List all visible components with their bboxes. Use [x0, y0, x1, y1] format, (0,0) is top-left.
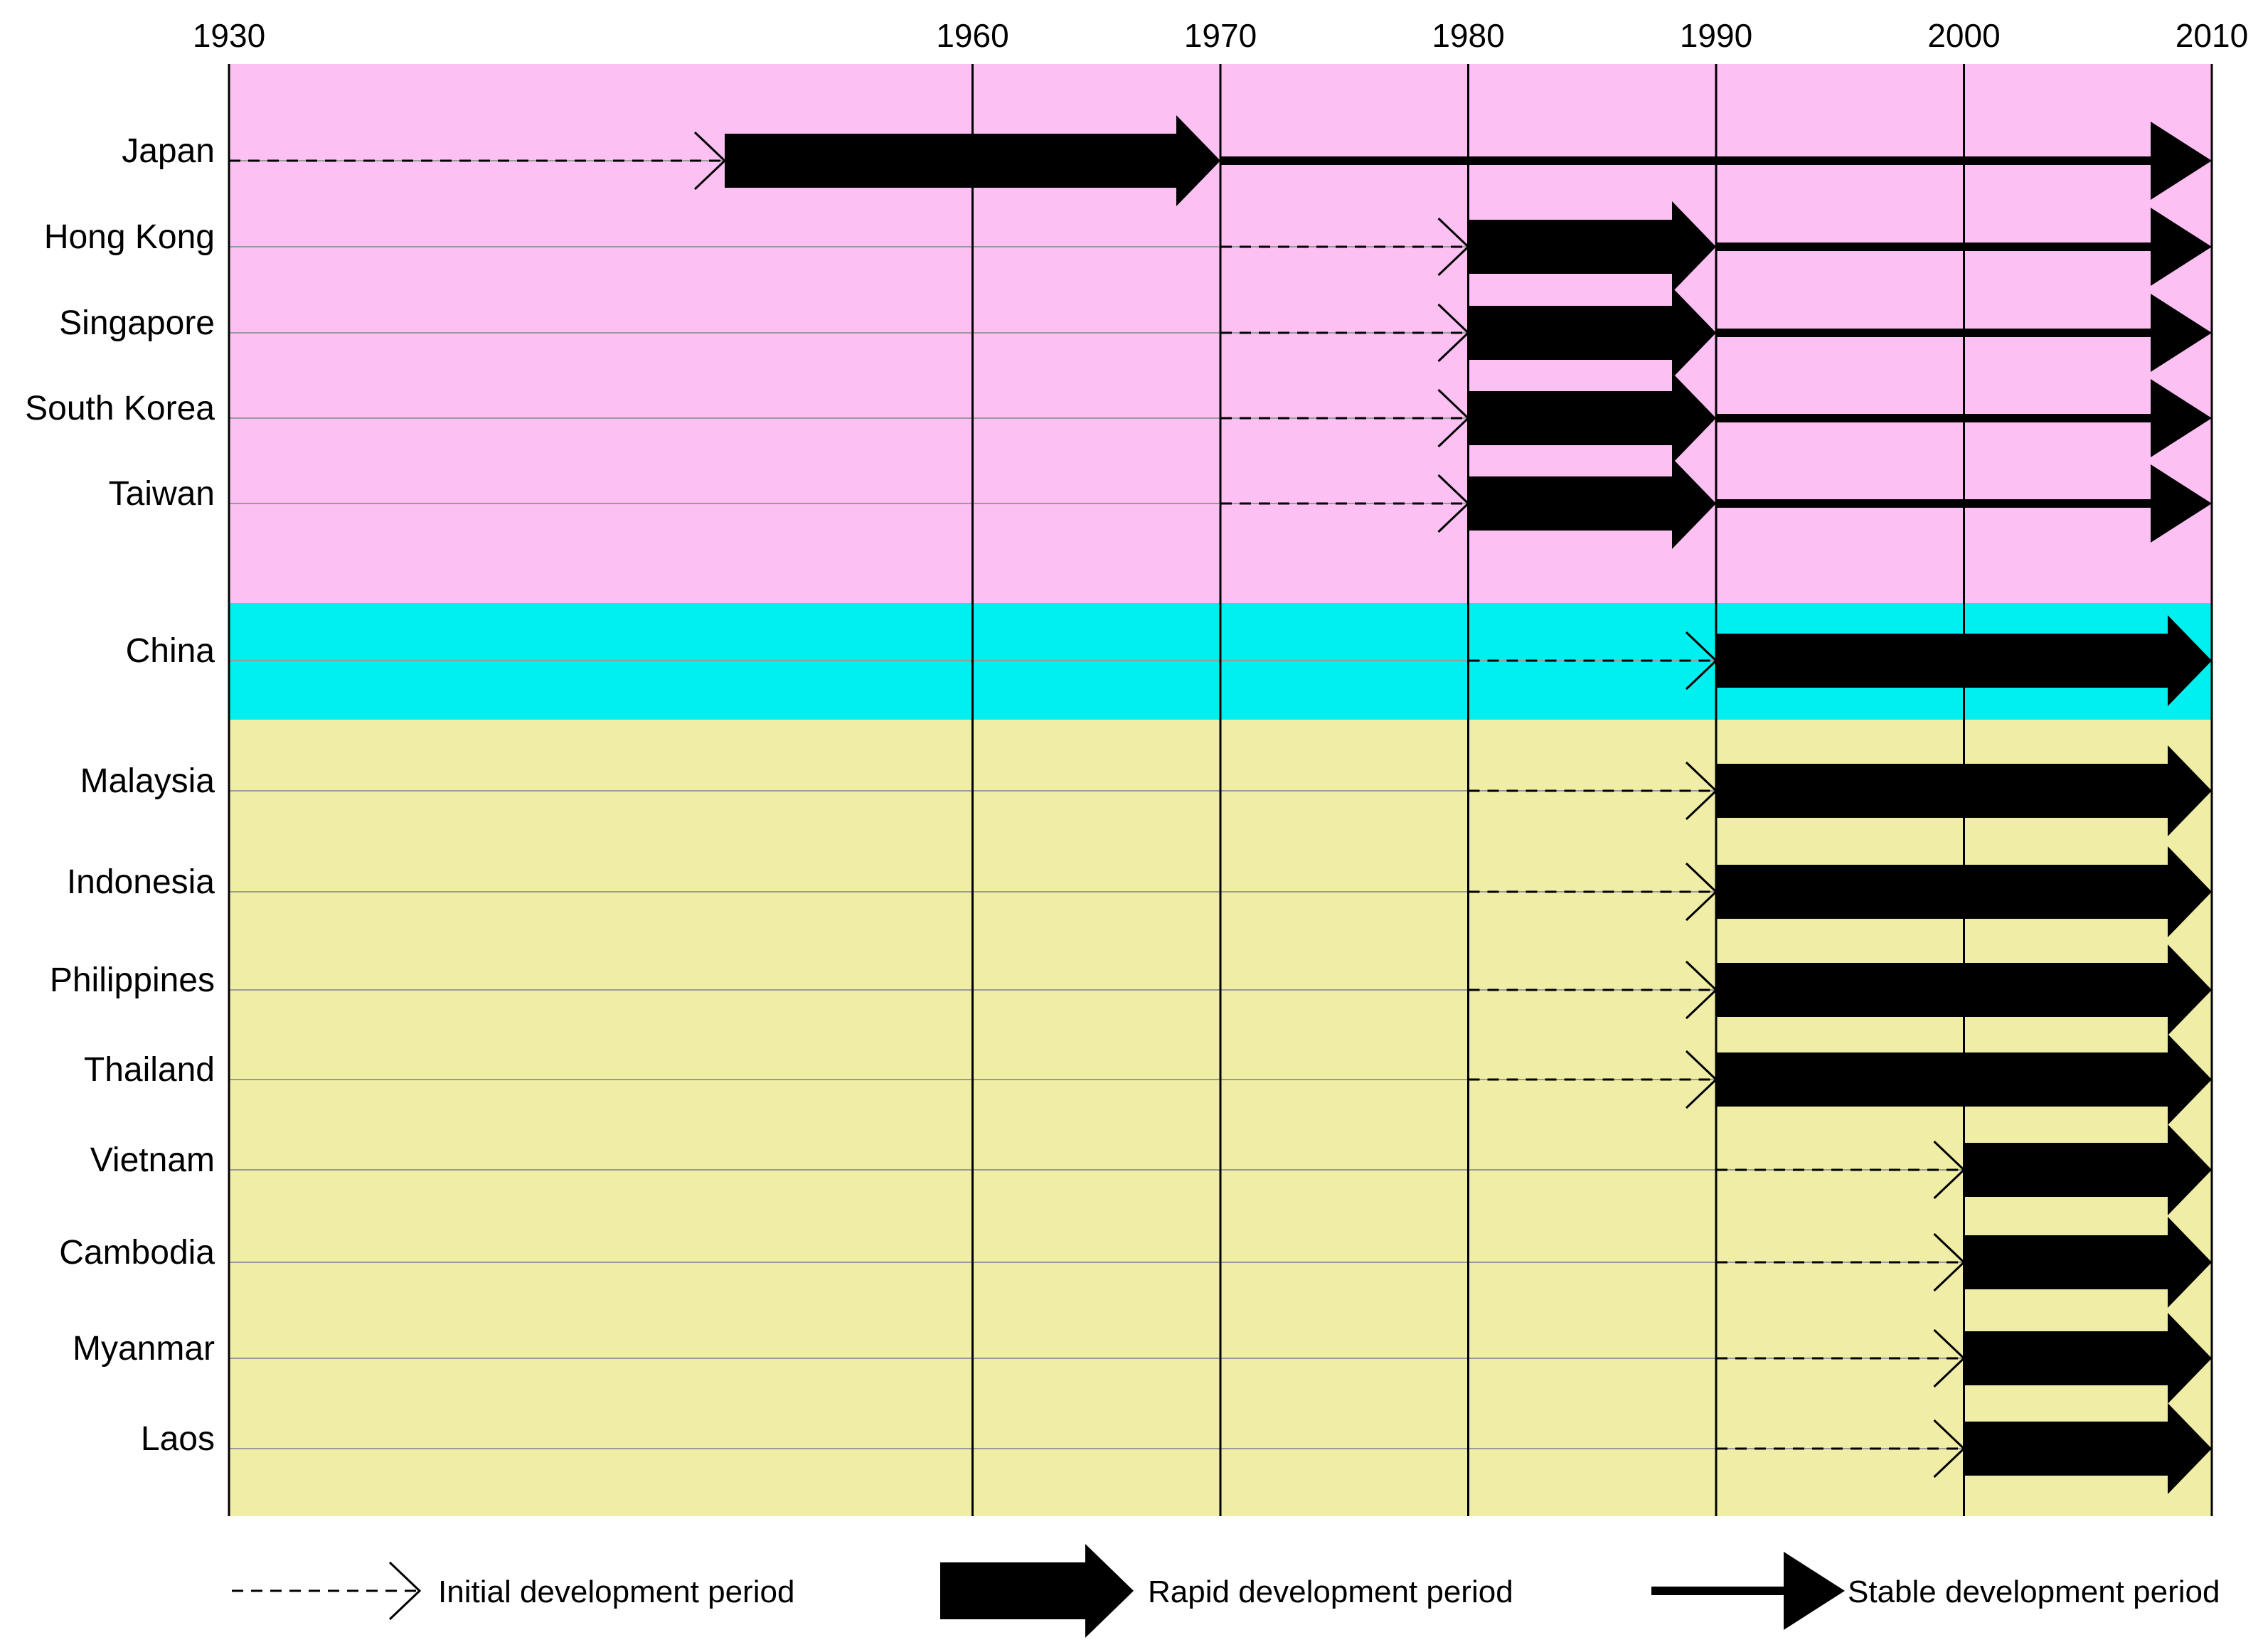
stable-arrow-taiwan: [1716, 464, 2212, 543]
stable-arrow-singapore-arrowhead: [2151, 294, 2212, 372]
legend-swatch-rapid: [940, 1544, 1134, 1638]
legend-swatch-stable: [1651, 1552, 1845, 1630]
rapid-arrow-indonesia: [1716, 846, 2212, 937]
legend-swatch-initial: [232, 1561, 422, 1621]
stable-arrow-taiwan-line: [1716, 499, 2153, 508]
rapid-arrow-vietnam: [1964, 1124, 2212, 1215]
stable-arrow-south-korea-line: [1716, 414, 2153, 422]
stable-arrow-japan-arrowhead: [2151, 122, 2212, 200]
legend-item-stable: Stable development period: [1651, 1552, 2220, 1630]
rapid-arrow-japan: [725, 115, 1220, 206]
period-arrows: [229, 115, 2212, 1494]
stable-arrow-japan-line: [1220, 156, 2153, 165]
row-label-china: China: [126, 632, 215, 670]
rapid-arrow-hong-kong: [1468, 201, 1716, 292]
row-label-laos: Laos: [141, 1420, 215, 1458]
legend-label-rapid: Rapid development period: [1148, 1574, 1513, 1609]
year-tick-2000: 2000: [1927, 17, 2000, 54]
year-tick-labels: 1930 1960 1970 1980 1990 2000 2010: [193, 17, 2248, 54]
row-label-philippines: Philippines: [50, 961, 215, 999]
row-label-japan: Japan: [122, 132, 215, 170]
row-label-hong-kong: Hong Kong: [44, 218, 215, 256]
country-labels: Japan Hong Kong Singapore South Korea Taiwan…: [25, 132, 215, 1458]
row-label-south-korea: South Korea: [25, 390, 215, 427]
legend-item-rapid: Rapid development period: [940, 1544, 1513, 1638]
stable-arrow-south-korea-arrowhead: [2151, 379, 2212, 457]
year-tick-1930: 1930: [193, 17, 265, 54]
stable-arrow-south-korea: [1716, 379, 2212, 457]
year-tick-2010: 2010: [2176, 17, 2248, 54]
row-label-malaysia: Malaysia: [80, 762, 215, 800]
row-label-vietnam: Vietnam: [90, 1141, 215, 1179]
rapid-arrow-laos: [1964, 1403, 2212, 1494]
legend-label-initial: Initial development period: [438, 1574, 794, 1609]
rapid-arrow-philippines: [1716, 944, 2212, 1035]
rapid-arrow-myanmar: [1964, 1313, 2212, 1404]
rapid-arrow-thailand: [1716, 1034, 2212, 1125]
rapid-arrow-singapore: [1468, 287, 1716, 378]
stable-arrow-hong-kong-arrowhead: [2151, 208, 2212, 286]
row-label-singapore: Singapore: [59, 304, 215, 342]
stable-arrow-singapore-line: [1716, 329, 2153, 337]
row-label-taiwan: Taiwan: [109, 475, 215, 513]
legend-item-initial: Initial development period: [232, 1561, 794, 1621]
year-tick-1970: 1970: [1184, 17, 1257, 54]
legend-label-stable: Stable development period: [1848, 1574, 2220, 1609]
rapid-arrow-cambodia: [1964, 1217, 2212, 1308]
row-label-thailand: Thailand: [84, 1051, 215, 1089]
rapid-arrow-malaysia: [1716, 745, 2212, 836]
legend-swatch-stable-arrowhead: [1784, 1552, 1845, 1630]
stable-arrow-hong-kong: [1716, 208, 2212, 286]
legend-swatch-initial-arrowhead: [388, 1561, 422, 1621]
rapid-arrow-taiwan: [1468, 458, 1716, 549]
stable-arrow-singapore: [1716, 294, 2212, 372]
year-tick-1960: 1960: [936, 17, 1008, 54]
rapid-arrow-china: [1716, 615, 2212, 706]
stable-arrow-taiwan-arrowhead: [2151, 464, 2212, 543]
stable-arrow-hong-kong-line: [1716, 243, 2153, 251]
stable-arrow-japan: [1220, 122, 2212, 200]
legend-swatch-stable-line: [1651, 1587, 1787, 1595]
rapid-arrow-south-korea: [1468, 373, 1716, 464]
row-label-myanmar: Myanmar: [73, 1330, 215, 1368]
year-tick-1980: 1980: [1432, 17, 1504, 54]
legend: Initial development period Rapid developm…: [232, 1544, 2220, 1638]
row-label-indonesia: Indonesia: [67, 863, 215, 901]
year-tick-1990: 1990: [1680, 17, 1752, 54]
row-label-cambodia: Cambodia: [59, 1234, 215, 1272]
